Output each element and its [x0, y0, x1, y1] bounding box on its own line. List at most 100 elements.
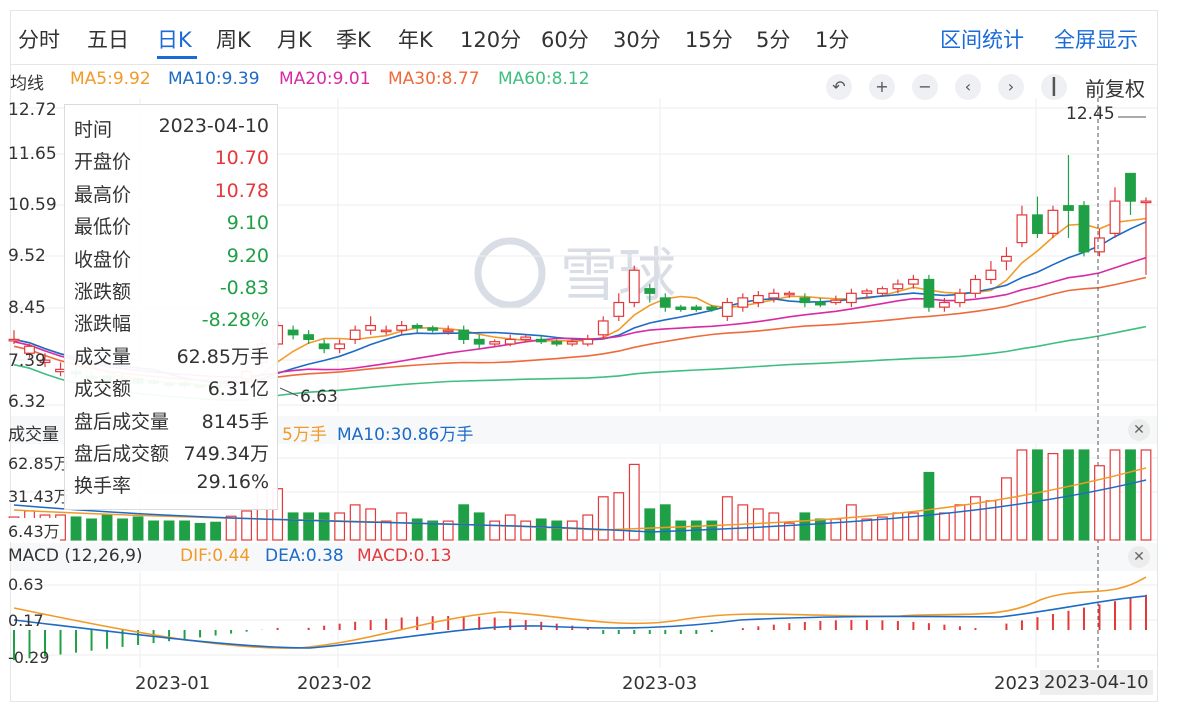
low-annotation: 6.63	[300, 387, 338, 407]
tooltip-label: 开盘价	[74, 151, 132, 174]
volume-bar	[117, 518, 128, 541]
tab-11[interactable]: 5分	[756, 28, 791, 52]
tab-9[interactable]: 30分	[613, 28, 661, 52]
fullscreen-button[interactable]: 全屏显示	[1054, 28, 1138, 52]
tooltip-value: 8145手	[201, 410, 269, 433]
chart-panel	[10, 64, 1158, 702]
volume-bar	[210, 521, 221, 541]
volume-bar	[721, 496, 733, 541]
volume-bar	[582, 514, 594, 541]
volume-bar	[970, 496, 981, 541]
volume-bar	[737, 504, 749, 541]
tooltip-label: 换手率	[74, 475, 132, 498]
macd-dea-legend: DEA:0.38	[265, 546, 344, 566]
watermark-text: 雪球	[560, 241, 676, 309]
candle-body	[396, 324, 408, 331]
volume-bar	[752, 508, 764, 541]
tooltip-row: 盘后成交量 8145手	[74, 407, 269, 439]
candle-body	[892, 283, 904, 290]
candle-body	[334, 343, 346, 350]
zoom-out-icon[interactable]: −	[912, 74, 938, 100]
macd-dif-legend: DIF:0.44	[180, 546, 251, 566]
adjust-mode-selector[interactable]: 前复权	[1085, 77, 1145, 101]
tab-6[interactable]: 年K	[398, 28, 433, 52]
tooltip-value: 749.34万	[183, 443, 269, 465]
tooltip-label: 涨跌幅	[74, 313, 132, 336]
ma30-legend: MA30:8.77	[388, 69, 480, 89]
tooltip-value: 62.85万手	[176, 345, 269, 368]
volume-bar	[101, 514, 113, 541]
candle-body	[458, 329, 470, 340]
tooltip-row: 时间 2023-04-10	[74, 115, 269, 147]
candle-body	[566, 341, 578, 345]
tab-5[interactable]: 季K	[336, 28, 371, 52]
volume-bar	[535, 518, 547, 541]
candle-style-icon[interactable]: ┃	[1041, 74, 1067, 100]
tooltip-label: 成交额	[74, 378, 132, 401]
candle-body	[349, 329, 361, 340]
tab-0[interactable]: 分时	[18, 28, 60, 52]
volume-bar	[427, 520, 439, 541]
volume-bar	[489, 520, 501, 541]
tooltip-row: 开盘价 10.70	[74, 147, 269, 179]
ohlc-tooltip: 时间 2023-04-10 开盘价 10.70 最高价 10.78 最低价 9.10 收盘价 9.…	[64, 104, 278, 510]
candle-body	[675, 306, 687, 311]
candle-body	[830, 299, 842, 304]
volume-bar	[1094, 465, 1105, 541]
close-volume-icon[interactable]: ✕	[1128, 419, 1150, 441]
volume-bar	[628, 463, 640, 541]
date-label-2023-02: 2023-02	[297, 673, 373, 694]
ma20-legend: MA20:9.01	[279, 69, 371, 89]
tab-8[interactable]: 60分	[541, 28, 589, 52]
tab-7[interactable]: 120分	[460, 28, 522, 52]
tab-10[interactable]: 15分	[685, 28, 733, 52]
volume-bar	[644, 508, 656, 541]
tooltip-row: 换手率 29.16%	[74, 471, 269, 503]
scroll-left-icon[interactable]: ‹	[955, 74, 981, 100]
tab-4[interactable]: 月K	[277, 28, 312, 52]
volume-bar	[783, 522, 795, 541]
candle-body	[861, 290, 873, 294]
volume-bar	[659, 504, 671, 541]
candle-body	[411, 324, 423, 329]
volume-bar	[566, 520, 578, 541]
ma-title: 均线	[10, 74, 44, 94]
volume-bar	[194, 522, 206, 541]
tab-12[interactable]: 1分	[815, 28, 850, 52]
tooltip-value: -0.83	[219, 277, 269, 299]
volume-bar	[597, 496, 609, 541]
volume-axis-min: 6.43万	[8, 518, 60, 542]
candle-body	[876, 288, 888, 294]
candle-body	[1078, 205, 1090, 253]
undo-icon[interactable]: ↶	[826, 74, 852, 100]
volume-bar	[551, 520, 563, 541]
tooltip-value: 29.16%	[196, 471, 269, 494]
candle-body	[8, 338, 20, 342]
ma10-legend: MA10:9.39	[168, 69, 260, 89]
date-label-2023: 2023	[994, 673, 1040, 694]
volume-bar	[1125, 449, 1136, 541]
volume-bar	[954, 504, 966, 541]
tab-3[interactable]: 周K	[216, 28, 251, 52]
volume-bar	[907, 512, 919, 541]
volume-bar	[334, 512, 346, 541]
volume-bar	[1001, 477, 1012, 541]
candle-body	[939, 301, 950, 308]
volume-bar	[1032, 449, 1043, 541]
candle-body	[551, 341, 563, 345]
close-macd-icon[interactable]: ✕	[1128, 546, 1150, 568]
range-stats-button[interactable]: 区间统计	[940, 28, 1024, 52]
tab-1[interactable]: 五日	[87, 28, 129, 52]
tooltip-row: 成交量 62.85万手	[74, 342, 269, 374]
volume-bar	[411, 518, 423, 541]
tooltip-label: 最高价	[74, 183, 132, 206]
volume-bar	[86, 518, 97, 541]
candle-body	[845, 292, 857, 304]
zoom-in-icon[interactable]: +	[869, 74, 895, 100]
period-tab-bar	[10, 10, 1158, 64]
candle-body	[923, 278, 935, 308]
tooltip-label: 收盘价	[74, 248, 132, 271]
tab-2[interactable]: 日K	[157, 28, 192, 52]
scroll-right-icon[interactable]: ›	[998, 74, 1024, 100]
volume-bar	[939, 512, 950, 541]
